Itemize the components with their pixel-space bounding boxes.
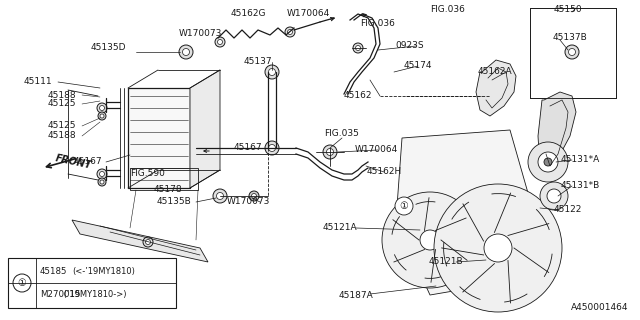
Text: W170064: W170064: [286, 10, 330, 19]
Circle shape: [269, 68, 275, 76]
Text: ①: ①: [18, 278, 26, 288]
Circle shape: [323, 145, 337, 159]
Text: (<-’19MY1810): (<-’19MY1810): [72, 267, 135, 276]
Circle shape: [97, 169, 107, 179]
Text: 45185: 45185: [40, 267, 67, 276]
Text: 45162A: 45162A: [477, 68, 512, 76]
Text: ①: ①: [399, 201, 408, 211]
Circle shape: [213, 189, 227, 203]
Text: 45162H: 45162H: [366, 167, 402, 177]
Circle shape: [98, 112, 106, 120]
Text: 45162: 45162: [344, 92, 372, 100]
Text: 45150: 45150: [554, 5, 582, 14]
Text: 45121B: 45121B: [429, 258, 463, 267]
Polygon shape: [538, 92, 576, 178]
Text: M270015: M270015: [40, 290, 81, 299]
Text: 45178: 45178: [154, 186, 182, 195]
Circle shape: [143, 237, 153, 247]
Circle shape: [434, 184, 562, 312]
Circle shape: [285, 27, 295, 37]
Circle shape: [249, 191, 259, 201]
Text: 45131*A: 45131*A: [561, 156, 600, 164]
Circle shape: [484, 234, 512, 262]
Polygon shape: [190, 70, 220, 188]
Circle shape: [528, 142, 568, 182]
Text: 45167: 45167: [74, 157, 102, 166]
Circle shape: [100, 180, 104, 184]
Text: 45137B: 45137B: [552, 34, 588, 43]
Circle shape: [215, 37, 225, 47]
Circle shape: [382, 192, 478, 288]
Text: 45137: 45137: [244, 58, 272, 67]
Text: 45121A: 45121A: [323, 223, 357, 233]
Circle shape: [179, 45, 193, 59]
Circle shape: [544, 158, 552, 166]
Bar: [130, 168, 198, 190]
Circle shape: [547, 189, 561, 203]
Circle shape: [145, 239, 150, 244]
Text: 45187A: 45187A: [339, 292, 373, 300]
Text: 45135B: 45135B: [157, 197, 191, 206]
Text: W170073: W170073: [227, 197, 269, 206]
Circle shape: [97, 103, 107, 113]
Text: FIG.035: FIG.035: [324, 130, 360, 139]
Circle shape: [565, 45, 579, 59]
Bar: [530, 8, 616, 98]
Text: FIG.036: FIG.036: [360, 20, 396, 28]
Circle shape: [100, 114, 104, 118]
Circle shape: [355, 45, 360, 51]
Text: 45131*B: 45131*B: [561, 181, 600, 190]
Circle shape: [13, 274, 31, 292]
Circle shape: [265, 65, 279, 79]
Circle shape: [252, 194, 257, 198]
Circle shape: [182, 49, 189, 55]
Text: 45167: 45167: [234, 143, 262, 153]
Bar: [8, 258, 176, 308]
Polygon shape: [476, 60, 516, 116]
Polygon shape: [396, 130, 530, 295]
Text: FIG.036: FIG.036: [431, 5, 465, 14]
Circle shape: [353, 43, 363, 53]
Text: W170073: W170073: [179, 29, 221, 38]
Text: 45174: 45174: [404, 61, 432, 70]
Text: 45162G: 45162G: [230, 10, 266, 19]
Circle shape: [326, 148, 333, 156]
Text: 45125: 45125: [48, 100, 76, 108]
Text: 45188: 45188: [48, 91, 76, 100]
Text: 45135D: 45135D: [90, 44, 125, 52]
Text: 45111: 45111: [24, 77, 52, 86]
Text: 0923S: 0923S: [396, 42, 424, 51]
Bar: [128, 88, 190, 188]
Circle shape: [287, 29, 292, 35]
Text: W170064: W170064: [355, 146, 397, 155]
Text: FIG.590: FIG.590: [131, 170, 165, 179]
Circle shape: [568, 49, 575, 55]
Circle shape: [218, 39, 223, 44]
Text: 45188: 45188: [48, 132, 76, 140]
Circle shape: [420, 230, 440, 250]
Circle shape: [395, 197, 413, 215]
Circle shape: [99, 172, 104, 177]
Text: A450001464: A450001464: [570, 303, 628, 312]
Text: (’19MY1810->): (’19MY1810->): [40, 290, 127, 299]
Text: 45122: 45122: [554, 205, 582, 214]
Circle shape: [98, 178, 106, 186]
Circle shape: [216, 193, 223, 199]
Text: 45125: 45125: [48, 122, 76, 131]
Text: FRONT: FRONT: [54, 153, 92, 171]
Circle shape: [265, 141, 279, 155]
Circle shape: [99, 106, 104, 110]
Circle shape: [269, 145, 275, 151]
Polygon shape: [72, 220, 208, 262]
Circle shape: [538, 152, 558, 172]
Circle shape: [540, 182, 568, 210]
